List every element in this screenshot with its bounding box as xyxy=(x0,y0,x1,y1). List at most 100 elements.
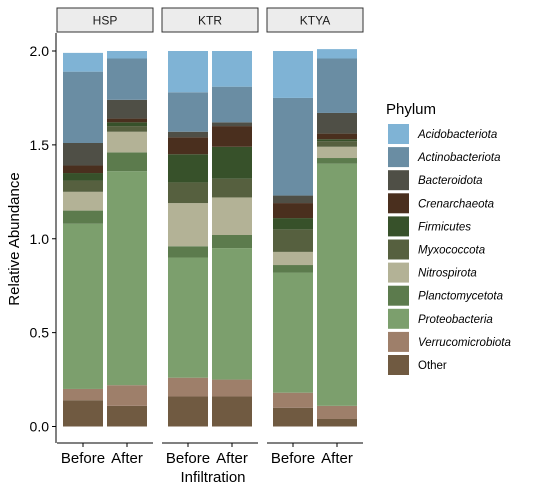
y-axis-title: Relative Abundance xyxy=(6,172,23,305)
bar-segment-acidobacteriota xyxy=(317,49,357,59)
bar-segment-crenarchaeota xyxy=(317,133,357,140)
legend-swatch xyxy=(388,285,409,306)
bar-segment-bacteroidota xyxy=(63,142,103,166)
legend-swatch xyxy=(388,331,409,352)
panel-ktr: KTR Before After xyxy=(161,7,259,467)
bar-segment-firmicutes xyxy=(273,218,313,230)
bar-segment-planctomycetota xyxy=(273,265,313,273)
bar-segment-other xyxy=(212,396,252,427)
bar-before xyxy=(273,51,313,427)
bar-segment-other xyxy=(63,400,103,427)
bar-segment-nitrospirota xyxy=(317,146,357,159)
y-tick-label: 1.0 xyxy=(30,231,50,247)
legend-label: Actinobacteriota xyxy=(417,152,500,164)
legend-label: Bacteroidota xyxy=(418,175,483,187)
x-axis-title: Infiltration xyxy=(180,469,245,486)
legend-label: Crenarchaeota xyxy=(418,198,494,210)
legend-label: Acidobacteriota xyxy=(417,129,497,141)
legend-item-verrucomicrobiota: Verrucomicrobiota xyxy=(388,331,511,352)
bar-segment-other xyxy=(273,407,313,427)
legend-swatch xyxy=(388,308,409,329)
legend-item-planctomycetota: Planctomycetota xyxy=(388,285,503,306)
bar-segment-bacteroidota xyxy=(317,112,357,134)
legend-item-proteobacteria: Proteobacteria xyxy=(388,308,493,329)
bar-segment-proteobacteria xyxy=(63,223,103,389)
bar-segment-other xyxy=(317,418,357,427)
bar-after xyxy=(107,51,147,427)
legend-swatch xyxy=(388,262,409,283)
x-tick-label: After xyxy=(111,450,143,467)
x-tick-label: After xyxy=(216,450,248,467)
bar-segment-verrucomicrobiota xyxy=(212,379,252,397)
legend-item-bacteroidota: Bacteroidota xyxy=(388,170,483,191)
bar-segment-myxococcota xyxy=(168,182,208,204)
legend-item-nitrospirota: Nitrospirota xyxy=(388,262,477,283)
legend-swatch xyxy=(388,355,409,375)
facet-strip xyxy=(266,7,364,33)
legend-label: Other xyxy=(418,360,447,372)
legend-swatch xyxy=(388,216,409,237)
bar-segment-nitrospirota xyxy=(212,197,252,235)
y-tick-label: 0.5 xyxy=(30,325,50,341)
legend-label: Planctomycetota xyxy=(418,291,503,303)
legend-swatch xyxy=(388,193,409,214)
y-axis: 0.0 0.5 1.0 1.5 2.0 xyxy=(30,33,57,443)
legend-label: Proteobacteria xyxy=(418,314,493,326)
bar-segment-proteobacteria xyxy=(168,257,208,378)
panel-hsp: HSP Before After xyxy=(56,7,154,467)
bar-segment-actinobacteriota xyxy=(107,58,147,100)
bar-segment-bacteroidota xyxy=(273,195,313,204)
legend-item-acidobacteriota: Acidobacteriota xyxy=(388,124,497,144)
legend-items: Acidobacteriota Actinobacteriota Bacteroid… xyxy=(388,124,511,375)
facet-panels: HSP Before After KTR Before After KTYA Before Af… xyxy=(56,7,364,467)
bar-segment-verrucomicrobiota xyxy=(63,388,103,401)
bar-segment-myxococcota xyxy=(273,229,313,252)
legend-item-crenarchaeota: Crenarchaeota xyxy=(388,193,494,214)
legend-label: Nitrospirota xyxy=(418,268,477,280)
bar-segment-acidobacteriota xyxy=(107,51,147,59)
y-tick-label: 2.0 xyxy=(30,43,50,59)
facet-strip xyxy=(56,7,154,33)
bar-segment-planctomycetota xyxy=(168,246,208,258)
bar-segment-planctomycetota xyxy=(317,158,357,164)
panel-ktya: KTYA Before After xyxy=(266,7,364,467)
legend-swatch xyxy=(388,147,409,168)
bar-segment-crenarchaeota xyxy=(107,118,147,123)
bar-segment-acidobacteriota xyxy=(212,51,252,87)
bar-segment-bacteroidota xyxy=(212,122,252,127)
bar-segment-firmicutes xyxy=(212,146,252,179)
bar-segment-acidobacteriota xyxy=(273,51,313,98)
bar-segment-proteobacteria xyxy=(273,272,313,393)
bar-segment-verrucomicrobiota xyxy=(107,385,147,406)
bar-segment-proteobacteria xyxy=(317,163,357,406)
x-tick-label: Before xyxy=(271,450,315,467)
legend-item-actinobacteriota: Actinobacteriota xyxy=(388,147,500,168)
y-ticks: 0.0 0.5 1.0 1.5 2.0 xyxy=(30,43,56,435)
x-tick-label: After xyxy=(321,450,353,467)
bar-segment-crenarchaeota xyxy=(212,126,252,147)
bar-segment-bacteroidota xyxy=(168,131,208,138)
bar-segment-actinobacteriota xyxy=(168,92,208,132)
legend-swatch xyxy=(388,124,409,144)
bar-segment-actinobacteriota xyxy=(63,71,103,143)
y-tick-label: 0.0 xyxy=(30,419,50,435)
legend: Phylum Acidobacteriota Actinobacteriota Ba… xyxy=(386,101,511,375)
bar-segment-acidobacteriota xyxy=(63,52,103,72)
legend-swatch xyxy=(388,239,409,260)
legend-item-firmicutes: Firmicutes xyxy=(388,216,471,237)
bar-segment-crenarchaeota xyxy=(63,165,103,174)
legend-title: Phylum xyxy=(386,101,436,118)
legend-item-myxococcota: Myxococcota xyxy=(388,239,485,260)
bar-before xyxy=(168,51,208,427)
legend-item-other: Other xyxy=(388,355,447,375)
bar-after xyxy=(212,51,252,427)
bar-segment-firmicutes xyxy=(317,139,357,142)
legend-label: Verrucomicrobiota xyxy=(418,337,511,349)
bar-segment-nitrospirota xyxy=(107,131,147,153)
bar-segment-bacteroidota xyxy=(107,99,147,119)
bar-segment-verrucomicrobiota xyxy=(168,377,208,397)
bar-segment-firmicutes xyxy=(168,154,208,183)
x-tick-label: Before xyxy=(61,450,105,467)
facet-strip-label: HSP xyxy=(93,14,118,28)
